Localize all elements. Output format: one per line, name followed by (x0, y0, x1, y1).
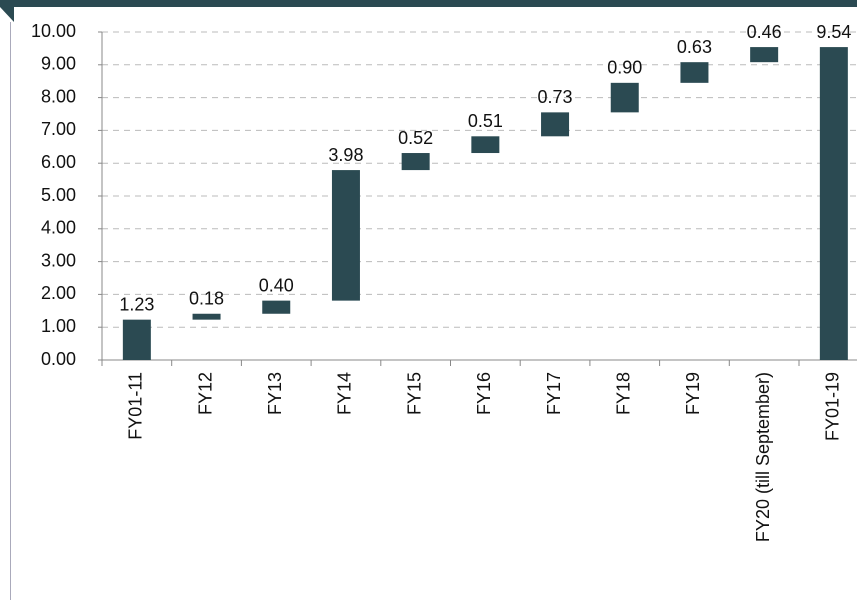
y-tick-label: 0.00 (41, 349, 76, 369)
bar (192, 313, 221, 320)
data-label: 0.46 (747, 22, 782, 42)
bar (610, 82, 639, 113)
y-tick-label: 9.00 (41, 54, 76, 74)
data-label: 0.51 (468, 111, 503, 131)
x-tick-label: FY19 (683, 372, 703, 415)
data-label: 0.90 (607, 58, 642, 78)
bar (819, 47, 848, 360)
x-tick-label: FY01-19 (823, 372, 843, 441)
y-tick-label: 3.00 (41, 250, 76, 270)
bar (750, 47, 779, 63)
x-tick-label: FY12 (195, 372, 215, 415)
bar (122, 319, 151, 360)
y-tick-label: 6.00 (41, 152, 76, 172)
x-tick-label: FY18 (614, 372, 634, 415)
y-tick-label: 1.00 (41, 316, 76, 336)
x-tick-label: FY17 (544, 372, 564, 415)
header-band (0, 0, 857, 7)
x-tick-label: FY14 (335, 372, 355, 415)
x-tick-label: FY01-11 (126, 372, 146, 440)
data-label: 3.98 (328, 145, 363, 165)
x-tick-label: FY16 (474, 372, 494, 415)
data-label: 0.52 (398, 128, 433, 148)
header-corner (0, 7, 14, 22)
data-label: 0.18 (189, 289, 224, 309)
bar (680, 62, 709, 83)
bar (401, 153, 430, 171)
data-label: 9.54 (816, 22, 851, 42)
y-tick-label: 10.00 (31, 21, 76, 41)
y-tick-label: 7.00 (41, 119, 76, 139)
x-tick-label: FY20 (till September) (753, 372, 773, 542)
y-tick-label: 4.00 (41, 218, 76, 238)
x-tick-label: FY15 (404, 372, 424, 415)
y-tick-label: 2.00 (41, 283, 76, 303)
y-tick-label: 5.00 (41, 185, 76, 205)
bar (541, 112, 570, 137)
y-tick-label: 8.00 (41, 86, 76, 106)
bar (262, 300, 291, 314)
data-label: 1.23 (119, 294, 154, 314)
bar (331, 170, 360, 301)
data-label: 0.63 (677, 37, 712, 57)
data-label: 0.40 (259, 275, 294, 295)
data-label: 0.73 (538, 87, 573, 107)
x-tick-label: FY13 (265, 372, 285, 415)
bar (471, 136, 500, 154)
